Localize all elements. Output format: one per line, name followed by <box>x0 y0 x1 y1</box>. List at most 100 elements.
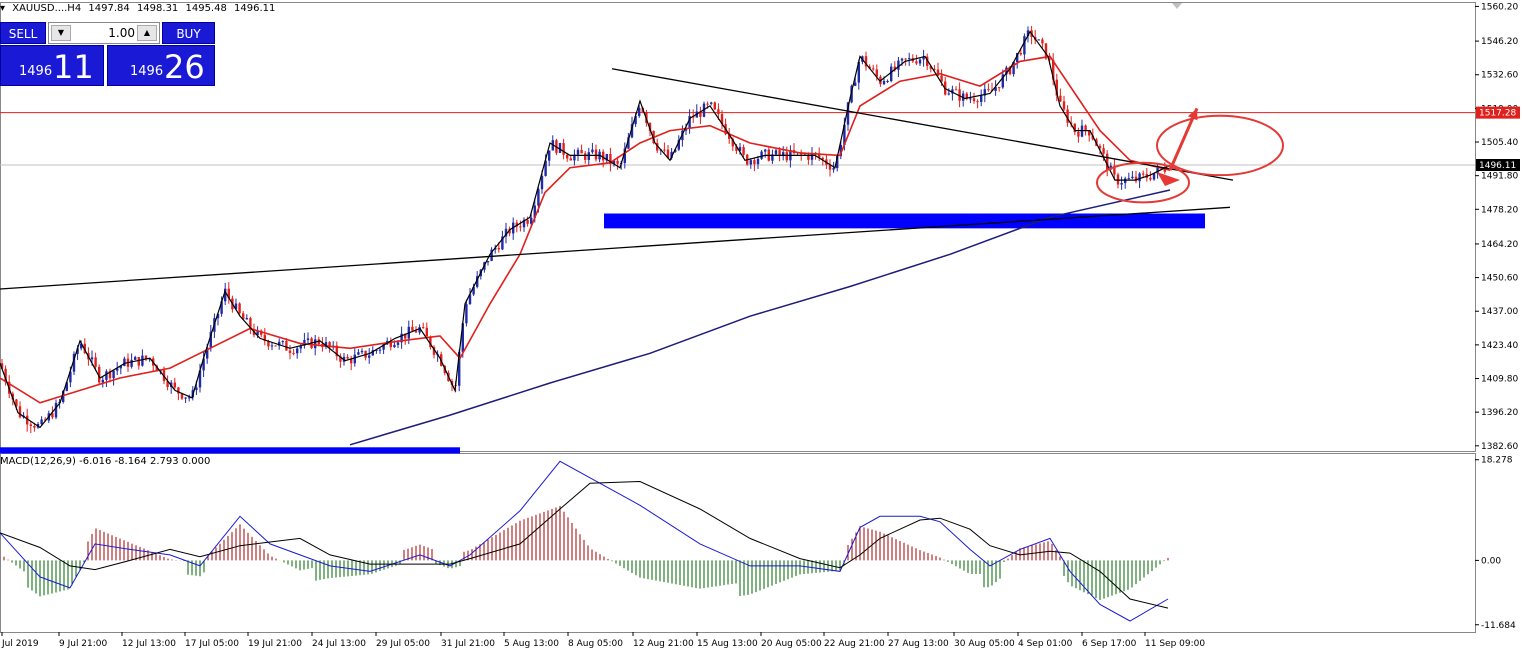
candle-body <box>872 68 875 70</box>
candle-body <box>587 152 590 160</box>
candle-body <box>242 313 245 320</box>
chevron-down-icon[interactable]: ▼ <box>51 25 71 41</box>
candle-body <box>738 147 742 151</box>
candle-body <box>908 58 911 60</box>
candle-body <box>864 56 868 67</box>
buy-quote[interactable]: 1496 26 <box>107 45 215 86</box>
candle-body <box>11 393 14 400</box>
sell-quote-big-figure: 1496 <box>19 64 53 79</box>
support-zone <box>604 213 1205 229</box>
buy-button[interactable]: BUY <box>162 22 215 44</box>
candle-body <box>728 134 731 139</box>
candle-body <box>1113 165 1116 175</box>
candle-body <box>1131 176 1134 179</box>
candle-body <box>504 228 508 237</box>
chevron-up-icon[interactable]: ▲ <box>137 25 157 41</box>
candle-body <box>101 379 104 383</box>
candle-body <box>839 145 842 157</box>
highlight-ellipse <box>1156 114 1284 177</box>
candle-body <box>1077 131 1080 137</box>
candle-body <box>677 140 680 150</box>
candle-body <box>148 358 151 360</box>
time-tick-label: 30 Aug 05:00 <box>954 639 1015 649</box>
collapse-icon[interactable]: ▾ <box>0 3 6 14</box>
candle-body <box>1084 125 1087 132</box>
candle-body <box>1163 168 1166 172</box>
long-moving-average <box>349 189 1171 446</box>
candle-body <box>699 111 702 117</box>
candle-body <box>936 69 940 76</box>
candle-body <box>998 87 1001 89</box>
candle-body <box>764 149 767 152</box>
candle-body <box>1073 123 1076 132</box>
signal-line <box>0 480 1169 609</box>
candle-body <box>375 349 378 351</box>
price-tick-label: 1396.20 <box>1481 408 1518 418</box>
candle-body <box>1005 67 1008 75</box>
sell-button[interactable]: SELL <box>0 22 46 44</box>
candle-body <box>414 330 418 333</box>
candle-body <box>335 345 338 357</box>
candle-body <box>947 93 950 95</box>
candle-body <box>1041 39 1044 44</box>
candle-body <box>656 143 659 151</box>
candle-body <box>774 150 778 155</box>
candle-body <box>522 219 526 228</box>
candle-body <box>422 327 425 329</box>
lot-size-stepper[interactable]: ▼ 1.00 ▲ <box>48 22 160 44</box>
candle-body <box>40 419 43 425</box>
candle-body <box>854 82 857 86</box>
candle-body <box>303 339 306 346</box>
candle-body <box>465 304 468 324</box>
support-zones <box>0 213 1205 454</box>
candle-body <box>1044 43 1048 59</box>
candle-body <box>472 286 475 295</box>
candle-body <box>1048 58 1051 60</box>
candle-body <box>548 150 551 161</box>
candle-body <box>281 341 284 343</box>
candle-body <box>263 334 266 342</box>
candle-body <box>108 371 112 379</box>
shift-marker-icon <box>1172 3 1182 9</box>
candle-body <box>994 87 997 91</box>
candle-body <box>44 419 47 421</box>
time-tick-label: 11 Sep 09:00 <box>1145 639 1205 649</box>
high-value: 1498.31 <box>136 3 179 14</box>
arrow-head-icon <box>1157 172 1180 186</box>
candle-body <box>116 368 119 371</box>
candle-body <box>296 348 299 354</box>
trendline <box>0 206 1231 290</box>
candle-body <box>411 326 414 331</box>
candle-body <box>1149 177 1152 180</box>
candle-body <box>227 288 230 299</box>
lot-size-value[interactable]: 1.00 <box>108 26 135 40</box>
time-tick-label: 31 Jul 21:00 <box>441 639 495 649</box>
candle-body <box>760 151 763 159</box>
candle-body <box>15 399 18 407</box>
candle-body <box>731 138 734 147</box>
candle-body <box>1008 67 1012 75</box>
red-moving-average <box>0 55 1171 404</box>
buy-quote-pips: 26 <box>164 48 205 86</box>
sell-quote-pips: 11 <box>53 48 94 86</box>
candle-body <box>220 301 223 314</box>
candle-body <box>368 355 371 358</box>
candle-body <box>1037 39 1040 41</box>
candle-body <box>688 115 691 129</box>
sell-quote[interactable]: 1496 11 <box>0 45 104 86</box>
open-value: 1497.84 <box>88 3 130 14</box>
main-panel-border <box>0 2 1476 452</box>
price-axis: 1560.201546.201532.601519.001505.401491.… <box>0 2 1520 452</box>
candle-body <box>173 382 176 388</box>
candle-body <box>836 156 839 169</box>
low-value: 1495.48 <box>185 3 227 14</box>
candle-body <box>623 148 626 163</box>
candle-body <box>594 149 598 160</box>
candle-body <box>198 370 202 388</box>
candle-body <box>782 152 785 156</box>
time-tick-label: 12 Jul 13:00 <box>122 639 176 649</box>
candle-body <box>562 143 565 155</box>
candle-body <box>670 151 673 159</box>
candle-body <box>166 381 169 387</box>
